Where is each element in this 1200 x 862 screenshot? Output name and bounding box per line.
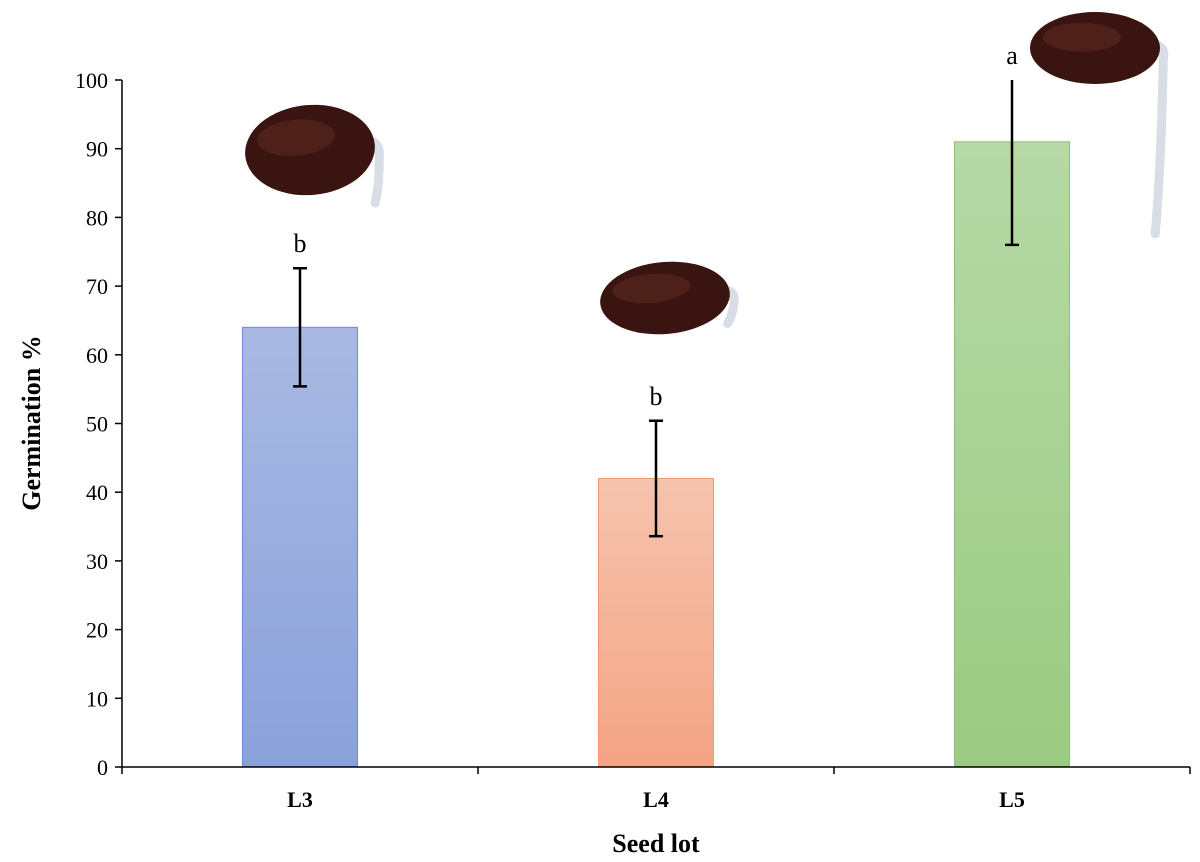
- germinating-seed-icon: [245, 104, 384, 208]
- bar-L3: [242, 326, 358, 768]
- y-tick-label: 40: [86, 480, 108, 505]
- y-tick-label: 100: [75, 68, 108, 93]
- significance-letter: a: [1006, 41, 1018, 70]
- y-tick-label: 80: [86, 205, 108, 230]
- y-tick-label: 10: [86, 686, 108, 711]
- y-axis-label: Germination %: [17, 335, 46, 511]
- significance-letter: b: [650, 382, 663, 411]
- y-tick-label: 30: [86, 549, 108, 574]
- x-axis-label: Seed lot: [612, 829, 700, 858]
- x-tick-label-L5: L5: [999, 787, 1025, 812]
- germinating-seed-icon: [1030, 12, 1169, 239]
- x-tick-label-L3: L3: [287, 787, 313, 812]
- y-tick-label: 0: [97, 755, 108, 780]
- y-tick-label: 20: [86, 618, 108, 643]
- germinating-seed-icon: [600, 261, 739, 335]
- y-tick-label: 60: [86, 343, 108, 368]
- significance-letter: b: [294, 229, 307, 258]
- y-tick-label: 90: [86, 137, 108, 162]
- y-tick-label: 50: [86, 412, 108, 437]
- y-tick-label: 70: [86, 274, 108, 299]
- x-tick-label-L4: L4: [643, 787, 669, 812]
